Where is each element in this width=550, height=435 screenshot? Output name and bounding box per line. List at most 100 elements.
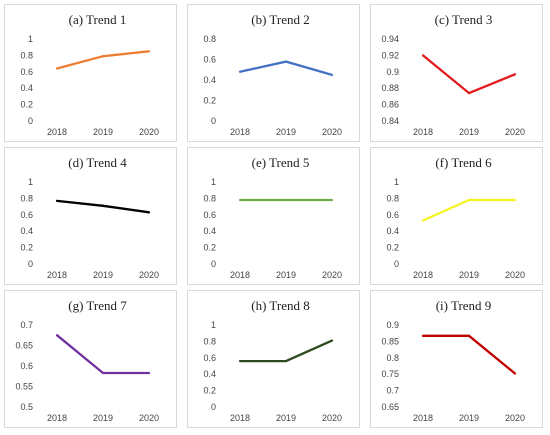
y-tick-label: 0.88 <box>381 83 399 93</box>
y-tick-label: 0.6 <box>20 210 33 220</box>
data-point <box>467 198 471 202</box>
y-tick-label: 0.8 <box>203 336 216 346</box>
chart-1: (a) Trend 1 0 0.2 0.4 0.6 0.8 1 2018 2019 2020 <box>20 12 159 137</box>
x-tick-label: 2019 <box>276 127 296 137</box>
y-tick-label: 0.4 <box>203 75 216 85</box>
y-tick-label: 0.8 <box>203 34 216 44</box>
data-point <box>147 211 151 214</box>
y-tick-label: 0.85 <box>381 336 399 346</box>
y-tick-label: 0.65 <box>381 402 399 412</box>
y-tick-label: 0.55 <box>15 382 33 392</box>
y-tick-label: 0 <box>28 259 33 269</box>
data-point <box>513 198 517 202</box>
x-tick-label: 2020 <box>505 127 525 137</box>
y-tick-label: 0.6 <box>203 55 216 65</box>
y-tick-label: 0.94 <box>381 34 399 44</box>
x-tick-label: 2019 <box>459 413 479 423</box>
y-tick-label: 0.4 <box>20 226 33 236</box>
chart-5: (e) Trend 5 0 0.2 0.4 0.6 0.8 1 2018 2019 2020 <box>203 155 342 280</box>
y-tick-label: 0.6 <box>203 210 216 220</box>
x-tick-label: 2019 <box>276 413 296 423</box>
chart-6: (f) Trend 6 0 0.2 0.4 0.6 0.8 1 2018 2019 2020 <box>386 155 525 280</box>
chart-title: (g) Trend 7 <box>68 298 127 313</box>
data-point <box>284 60 288 63</box>
data-point <box>330 339 334 342</box>
y-tick-label: 0.5 <box>20 402 33 412</box>
x-tick-label: 2019 <box>276 270 296 280</box>
y-tick-label: 0.75 <box>381 369 399 379</box>
y-tick-label: 0.2 <box>203 386 216 396</box>
chart-title: (b) Trend 2 <box>251 12 310 27</box>
x-tick-label: 2018 <box>230 270 250 280</box>
data-point <box>330 198 334 202</box>
chart-title: (i) Trend 9 <box>436 298 492 313</box>
series-line <box>240 339 333 363</box>
data-point <box>467 92 471 95</box>
chart-panel-8: (h) Trend 8 0 0.2 0.4 0.6 0.8 1 2018 2019 2020 <box>187 290 360 428</box>
data-point <box>513 372 517 375</box>
chart-panel-5: (e) Trend 5 0 0.2 0.4 0.6 0.8 1 2018 2019 2020 <box>187 147 360 285</box>
data-point <box>238 359 242 363</box>
y-tick-label: 1 <box>211 320 216 330</box>
series-line <box>56 50 150 70</box>
y-tick-label: 0.6 <box>203 353 216 363</box>
x-tick-label: 2020 <box>139 413 159 423</box>
y-tick-label: 0.8 <box>386 193 399 203</box>
y-tick-label: 0.6 <box>20 67 33 77</box>
y-tick-label: 1 <box>211 177 216 187</box>
y-tick-label: 0.8 <box>203 193 216 203</box>
y-tick-label: 0.2 <box>20 100 33 110</box>
x-tick-label: 2018 <box>413 413 433 423</box>
x-tick-label: 2018 <box>47 127 67 137</box>
data-point <box>421 54 425 57</box>
y-tick-label: 0.7 <box>20 320 33 330</box>
chart-panel-9: (i) Trend 9 0.65 0.7 0.75 0.8 0.85 0.9 2018 2019… <box>370 290 543 428</box>
chart-title: (f) Trend 6 <box>435 155 492 170</box>
y-tick-label: 1 <box>394 177 399 187</box>
y-tick-label: 0.9 <box>386 67 399 77</box>
y-tick-label: 0 <box>28 116 33 126</box>
data-point <box>55 67 59 70</box>
y-tick-label: 1 <box>28 177 33 187</box>
y-tick-label: 0 <box>211 402 216 412</box>
series-line <box>422 54 516 95</box>
x-tick-label: 2020 <box>322 270 342 280</box>
chart-panel-3: (c) Trend 3 0.84 0.86 0.88 0.9 0.92 0.94 2018 20… <box>370 4 543 142</box>
data-point <box>330 73 334 76</box>
y-tick-label: 0.4 <box>386 226 399 236</box>
chart-title: (d) Trend 4 <box>68 155 127 170</box>
x-tick-label: 2019 <box>93 270 113 280</box>
data-point <box>238 70 242 73</box>
data-point <box>55 199 59 202</box>
x-tick-label: 2018 <box>47 413 67 423</box>
y-tick-label: 0.8 <box>20 50 33 60</box>
y-tick-label: 0.92 <box>381 50 399 60</box>
chart-title: (a) Trend 1 <box>69 12 127 27</box>
y-tick-label: 0.2 <box>203 96 216 106</box>
y-tick-label: 0.6 <box>386 210 399 220</box>
x-tick-label: 2018 <box>230 127 250 137</box>
y-tick-label: 0.2 <box>386 243 399 253</box>
y-tick-label: 0.6 <box>20 361 33 371</box>
x-tick-label: 2020 <box>139 127 159 137</box>
y-tick-label: 1 <box>28 34 33 44</box>
data-point <box>101 55 105 58</box>
chart-7: (g) Trend 7 0.5 0.55 0.6 0.65 0.7 2018 2019 2020 <box>15 298 159 423</box>
x-tick-label: 2020 <box>322 413 342 423</box>
x-tick-label: 2019 <box>93 127 113 137</box>
data-point <box>147 50 151 53</box>
data-point <box>513 73 517 76</box>
data-point <box>284 198 288 202</box>
x-tick-label: 2018 <box>413 127 433 137</box>
x-tick-label: 2020 <box>139 270 159 280</box>
x-tick-label: 2018 <box>47 270 67 280</box>
y-tick-label: 0.86 <box>381 100 399 110</box>
series-line <box>423 334 516 375</box>
data-point <box>421 219 425 222</box>
chart-panel-7: (g) Trend 7 0.5 0.55 0.6 0.65 0.7 2018 2019 2020 <box>4 290 177 428</box>
y-tick-label: 0 <box>211 116 216 126</box>
chart-panel-2: (b) Trend 2 0 0.2 0.4 0.6 0.8 2018 2019 2020 <box>187 4 360 142</box>
data-point <box>101 204 105 207</box>
series-line <box>56 334 149 375</box>
y-tick-label: 0.84 <box>381 116 399 126</box>
